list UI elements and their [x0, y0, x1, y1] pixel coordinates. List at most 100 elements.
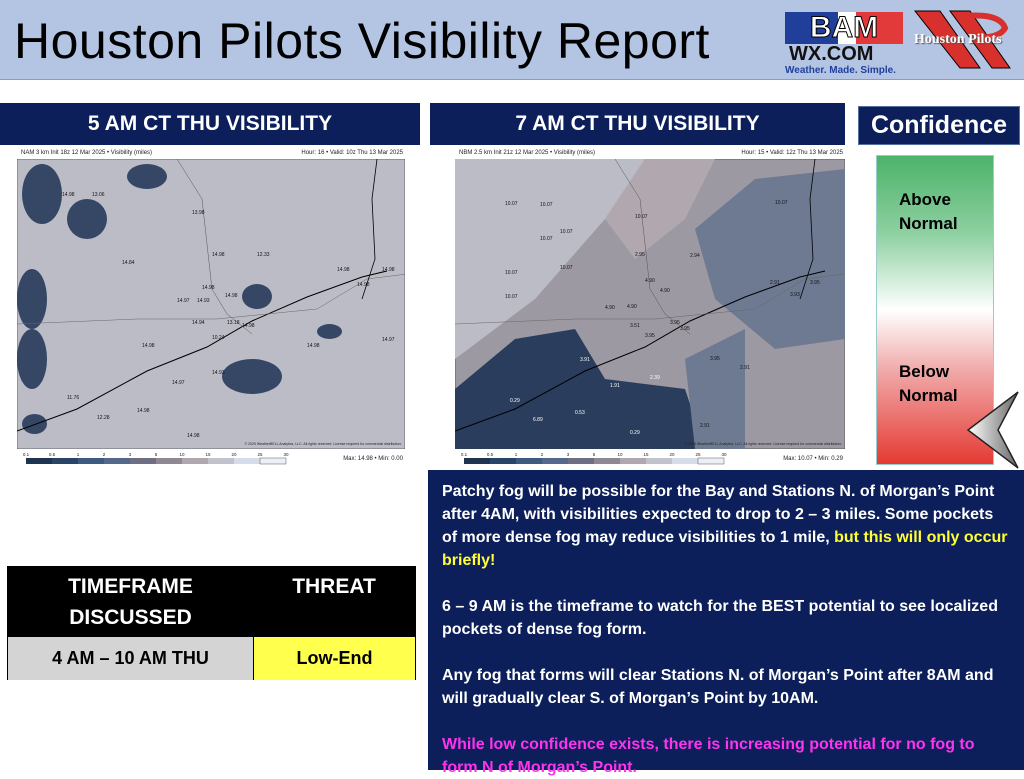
confidence-scale: Above Normal Below Normal: [876, 155, 994, 465]
fog-patch: [242, 284, 272, 309]
fog-patch: [17, 269, 47, 329]
visibility-value-label: 10.07: [775, 200, 788, 206]
visibility-value-label: 14.98: [382, 267, 395, 273]
map-image: 10.07 10.07 10.07 10.07 10.07 10.07 10.07 10.07…: [455, 159, 845, 449]
timeframe-header: TIMEFRAME DISCUSSED: [8, 567, 253, 637]
visibility-value-label: 0.29: [510, 398, 520, 404]
visibility-value-label: 13.06: [92, 192, 105, 198]
scale-tick-label: 0.5: [487, 452, 494, 457]
scale-swatch: [620, 458, 646, 464]
visibility-color-scale: 0.1 0.5 1 2 3 5 10 15 20 25 30: [23, 452, 289, 465]
confidence-above-label: Above Normal: [899, 190, 958, 233]
visibility-value-label: 14.97: [382, 337, 395, 343]
right-visibility-map: NBM 2.5 km Init 21z 12 Mar 2025 • Visibi…: [455, 150, 845, 466]
visibility-value-label: 14.84: [122, 260, 135, 266]
visibility-value-label: 10.07: [635, 214, 648, 220]
visibility-value-label: 12.33: [257, 252, 270, 258]
scale-tick-label: 2: [541, 452, 544, 457]
visibility-value-label: 2.95: [635, 252, 645, 258]
visibility-value-label: 4.90: [627, 304, 637, 310]
map-max-min: Max: 14.98 • Min: 0.00: [343, 456, 403, 462]
fog-patch: [22, 164, 62, 224]
coastline: [455, 270, 826, 432]
scale-swatch: [697, 457, 725, 465]
visibility-value-label: 14.98: [212, 252, 225, 258]
map-max-min: Max: 10.07 • Min: 0.29: [783, 456, 843, 462]
low-visibility-region: [695, 169, 845, 349]
coastline: [17, 270, 388, 432]
scale-tick-label: 0.5: [49, 452, 56, 457]
hp-monogram-icon: [913, 10, 1011, 69]
threat-table: TIMEFRAME DISCUSSED THREAT 4 AM – 10 AM …: [7, 566, 416, 680]
copyright-text: © 2025 WeatherBELL Analytics, LLC. All r…: [245, 442, 402, 446]
threat-value: Low-End: [254, 637, 415, 680]
copyright-text: © 2025 WeatherBELL Analytics, LLC. All r…: [685, 442, 842, 446]
visibility-value-label: 2.91: [770, 280, 780, 286]
river-line: [614, 159, 691, 335]
scale-tick-label: 20: [669, 452, 675, 457]
map-caption-right: Hour: 15 • Valid: 12z Thu 13 Mar 2025: [741, 150, 843, 156]
visibility-value-label: 10.24: [212, 335, 225, 341]
visibility-value-label: 11.76: [67, 395, 79, 401]
visibility-value-label: 14.97: [177, 298, 190, 304]
fog-patch: [127, 164, 167, 189]
scale-tick-label: 3: [129, 452, 132, 457]
visibility-value-label: 13.18: [227, 320, 240, 326]
left-visibility-map: NAM 3 km Init 18z 12 Mar 2025 • Visibili…: [17, 150, 405, 466]
visibility-value-label: 14.98: [337, 267, 350, 273]
visibility-value-label: 13.98: [192, 210, 205, 216]
visibility-value-label: 14.98: [202, 285, 215, 291]
visibility-value-label: 10.07: [505, 294, 518, 300]
visibility-value-label: 12.28: [97, 415, 110, 421]
visibility-value-label: 14.98: [357, 282, 370, 288]
visibility-value-label: 14.93: [197, 298, 210, 304]
visibility-value-label: 3.95: [680, 326, 690, 332]
visibility-value-label: 2.91: [740, 365, 750, 371]
visibility-value-label: 10.07: [560, 229, 573, 235]
scale-swatch: [490, 458, 516, 464]
visibility-value-label: 3.95: [810, 280, 820, 286]
scale-tick-label: 5: [593, 452, 596, 457]
visibility-value-label: 0.29: [630, 430, 640, 436]
map-caption-right: Hour: 16 • Valid: 10z Thu 13 Mar 2025: [301, 150, 403, 156]
scale-tick-label: 1: [515, 452, 518, 457]
scale-tick-label: 3: [567, 452, 570, 457]
visibility-value-label: 14.98: [307, 343, 320, 349]
visibility-value-label: 14.93: [212, 370, 225, 376]
visibility-value-label: 14.94: [192, 320, 205, 326]
visibility-value-label: 14.98: [242, 323, 255, 329]
visibility-value-label: 10.07: [560, 265, 573, 271]
fog-patch: [22, 414, 47, 434]
scale-tick-label: 2: [103, 452, 106, 457]
scale-swatch: [542, 458, 568, 464]
visibility-value-label: 14.98: [62, 192, 75, 198]
visibility-value-label: 10.07: [540, 236, 553, 242]
scale-swatch: [78, 458, 104, 464]
scale-tick-label: 30: [283, 452, 289, 457]
page-title: Houston Pilots Visibility Report: [14, 13, 710, 69]
confidence-below-label: Below Normal: [899, 362, 958, 405]
visibility-value-label: 0.53: [575, 410, 585, 416]
fog-patch: [317, 324, 342, 339]
scale-swatch: [568, 458, 594, 464]
visibility-value-label: 4.90: [645, 278, 655, 284]
scale-tick-label: 15: [643, 452, 649, 457]
visibility-value-label: 2.39: [650, 375, 660, 381]
road-line: [17, 273, 405, 325]
scale-swatch: [464, 458, 490, 464]
scale-tick-label: 10: [617, 452, 623, 457]
discussion-paragraph-1: Patchy fog will be possible for the Bay …: [442, 483, 1008, 569]
state-border-line: [799, 159, 816, 300]
scale-tick-label: 25: [257, 452, 263, 457]
scale-swatch: [234, 458, 260, 464]
scale-tick-label: 20: [231, 452, 237, 457]
map-caption-left: NAM 3 km Init 18z 12 Mar 2025 • Visibili…: [21, 150, 153, 156]
scale-swatch: [156, 458, 182, 464]
confidence-pointer-icon: [966, 391, 1019, 469]
visibility-value-label: 14.98: [142, 343, 155, 349]
visibility-value-label: 6.89: [533, 417, 543, 423]
scale-swatch: [26, 458, 52, 464]
visibility-value-label: 4.90: [660, 288, 670, 294]
moderate-visibility-region: [605, 159, 715, 259]
scale-tick-label: 30: [721, 452, 727, 457]
